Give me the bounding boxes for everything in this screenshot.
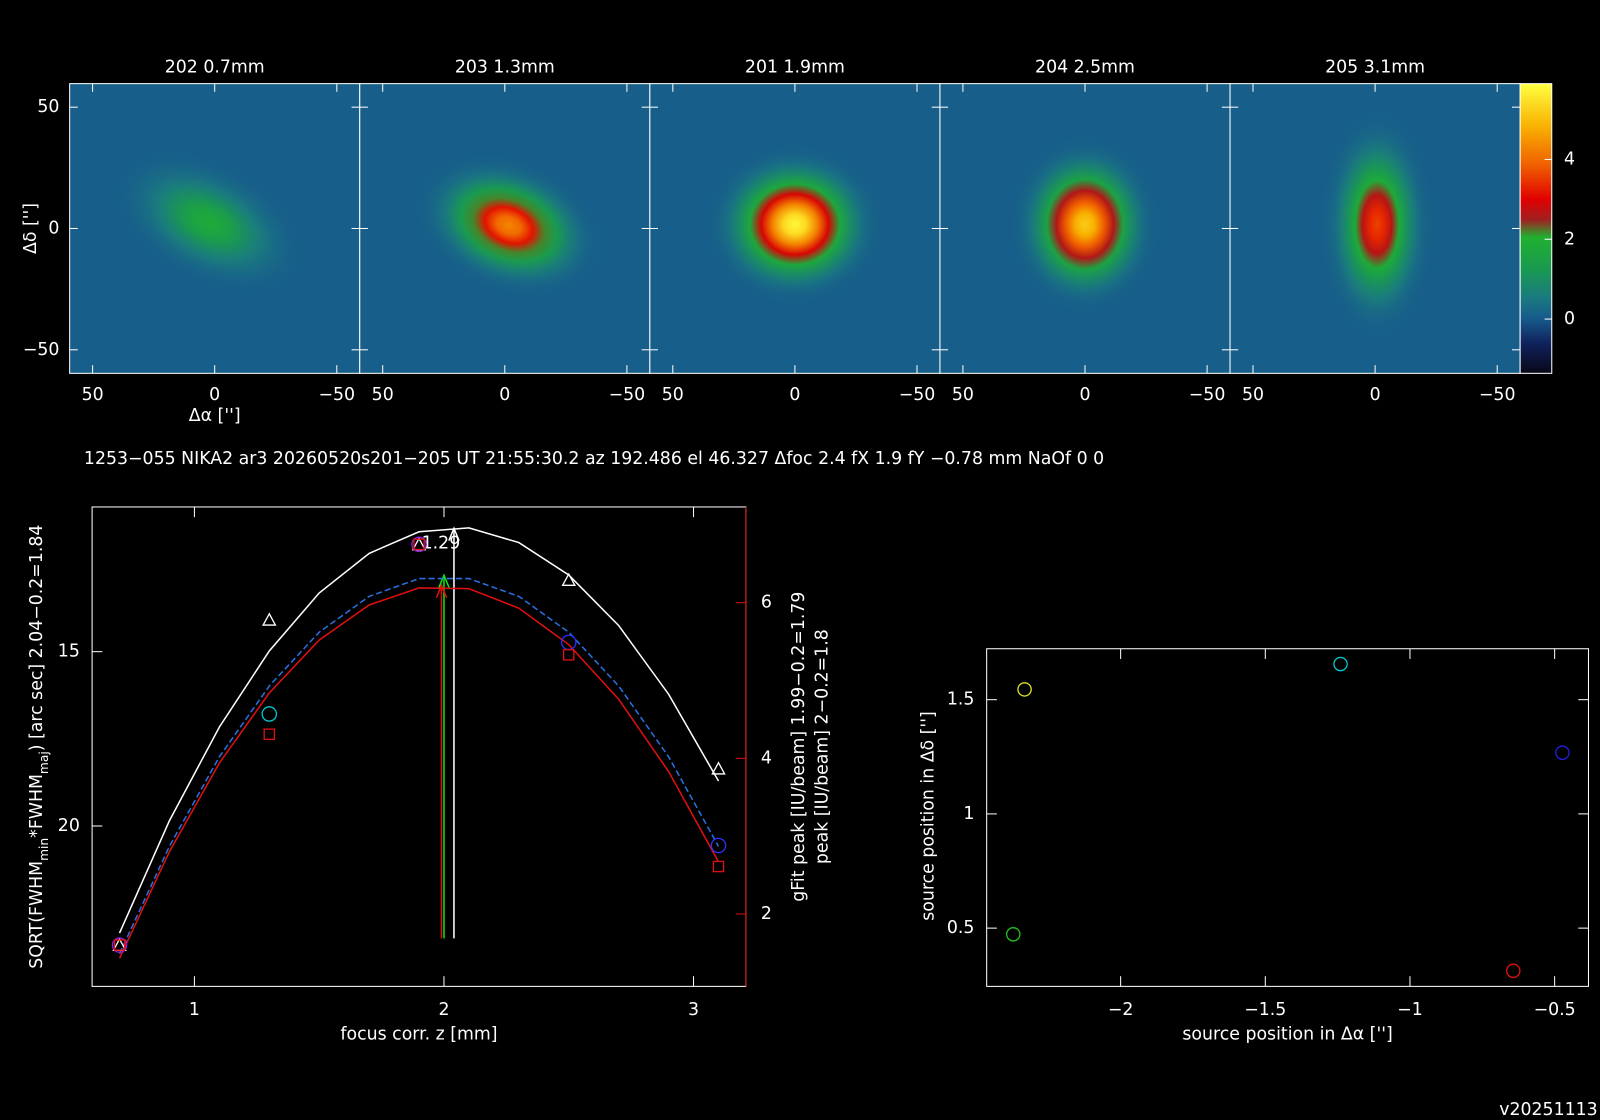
panel-title: 204 2.5mm <box>1035 57 1135 77</box>
fwhm-point <box>711 761 726 775</box>
y2-tick-label: 6 <box>761 593 772 613</box>
x-tick-label: −50 <box>319 385 356 405</box>
x-tick-label: 50 <box>1242 385 1264 405</box>
position-point <box>1005 926 1021 942</box>
y-axis-label-part: SQRT(FWHM <box>27 861 47 969</box>
y-tick-label: 0 <box>48 218 59 238</box>
figure-title: 1253−055 NIKA2 ar3 20260520s201−205 UT 2… <box>84 449 1104 469</box>
peak-point <box>710 837 727 854</box>
y2-tick-label: 4 <box>761 748 772 768</box>
source-blob <box>109 147 309 298</box>
fit-curve <box>118 587 720 959</box>
annotation: 1.29 <box>422 534 461 554</box>
fwhm-point <box>262 612 277 626</box>
x-tick-label: 50 <box>372 385 394 405</box>
x-tick-label: −1.5 <box>1244 1000 1286 1020</box>
y-tick-label: 15 <box>58 642 80 662</box>
y-axis-label: source position in Δδ [''] <box>919 711 939 921</box>
colorbar <box>1519 83 1553 374</box>
source-blob <box>1318 107 1436 342</box>
panel-title: 201 1.9mm <box>745 57 845 77</box>
map-panel <box>69 83 360 374</box>
gfit-point <box>413 538 425 551</box>
x-tick-label: −1 <box>1397 1000 1423 1020</box>
map-panel <box>359 83 650 374</box>
x-tick-label: −50 <box>609 385 646 405</box>
y-tick-label: 20 <box>58 816 80 836</box>
x-tick-label: 3 <box>688 1000 699 1020</box>
y-axis-label: Δδ [''] <box>21 203 41 254</box>
y2-axis-label: gFit peak [IU/beam] 1.99−0.2=1.79 <box>789 592 809 902</box>
gfit-point <box>263 728 276 740</box>
x-tick-label: 0 <box>209 385 220 405</box>
x-tick-label: 0 <box>789 385 800 405</box>
y-tick-label: 0.5 <box>947 918 975 938</box>
y-axis-label-part: *FWHM <box>27 774 47 838</box>
x-tick-label: −50 <box>899 385 936 405</box>
y-axis-label: SQRT(FWHMmin*FWHMmaj) [arc sec] 2.04−0.2… <box>27 525 50 969</box>
colorbar-tick-label: 0 <box>1564 309 1575 329</box>
focus-arrow-head <box>438 573 450 588</box>
position-point <box>1333 656 1348 672</box>
y-tick-label: 50 <box>37 97 59 117</box>
gfit-point <box>712 860 725 873</box>
source-blob <box>1008 134 1162 315</box>
version: v20251113 <box>1499 1100 1597 1120</box>
panel-title: 203 1.3mm <box>455 57 555 77</box>
x-tick-label: −50 <box>1479 385 1516 405</box>
x-axis-label: source position in Δα [''] <box>1182 1024 1392 1044</box>
x-tick-label: 1 <box>189 1000 200 1020</box>
focus-arrow-head <box>435 583 448 599</box>
map-panel <box>939 83 1231 374</box>
colorbar-tick-label: 4 <box>1564 149 1575 169</box>
y-tick-label: 1.5 <box>947 690 975 710</box>
y-axis-label-part: ) [arc sec] 2.04−0.2=1.84 <box>27 525 47 752</box>
colorbar-tick-label: 2 <box>1564 229 1575 249</box>
x-tick-label: −0.5 <box>1534 1000 1576 1020</box>
x-axis-label: focus corr. z [mm] <box>340 1024 497 1044</box>
y2-axis-label: peak [IU/beam] 2−0.2=1.8 <box>812 629 832 864</box>
peak-point <box>261 706 278 722</box>
fwhm-point <box>561 572 576 586</box>
x-tick-label: −50 <box>1189 385 1226 405</box>
y-axis-label-part: min <box>37 838 51 861</box>
y2-tick-label: 2 <box>761 904 772 924</box>
y-tick-label: −50 <box>23 340 60 360</box>
map-panel <box>649 83 940 374</box>
position-point <box>1555 745 1570 760</box>
fit-curve <box>118 527 720 934</box>
y-tick-label: 1 <box>963 804 974 824</box>
x-tick-label: 0 <box>1370 385 1381 405</box>
panel-title: 205 3.1mm <box>1325 57 1425 77</box>
x-tick-label: 50 <box>662 385 684 405</box>
source-blob <box>705 143 885 306</box>
x-tick-label: 50 <box>952 385 974 405</box>
plot-frame <box>986 648 1589 987</box>
x-tick-label: 0 <box>1079 385 1090 405</box>
position-point <box>1017 682 1032 697</box>
x-tick-label: −2 <box>1108 1000 1134 1020</box>
peak-point <box>111 937 128 953</box>
panel-title: 202 0.7mm <box>165 57 265 77</box>
position-point <box>1505 963 1521 979</box>
x-axis-label: Δα [''] <box>189 406 241 426</box>
source-blob <box>413 152 604 298</box>
peak-point <box>411 536 427 553</box>
gfit-point <box>113 939 126 951</box>
x-tick-label: 50 <box>82 385 104 405</box>
fit-curve <box>118 577 720 955</box>
map-panel <box>1230 83 1521 374</box>
x-tick-label: 0 <box>499 385 510 405</box>
gfit-point <box>562 649 575 661</box>
y-axis-label-part: maj <box>37 751 51 774</box>
x-tick-label: 2 <box>438 1000 449 1020</box>
